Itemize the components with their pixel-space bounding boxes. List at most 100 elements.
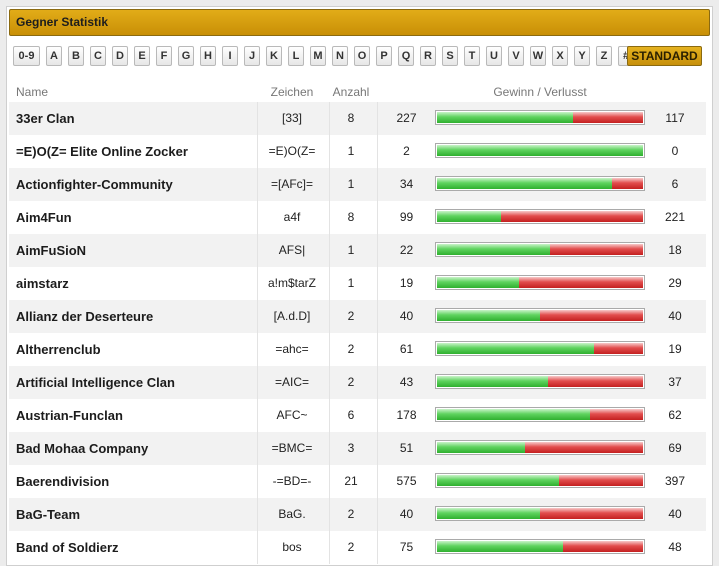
column-divider: [377, 498, 378, 531]
letter-filter-b[interactable]: B: [68, 46, 84, 66]
clan-name: Actionfighter-Community: [16, 177, 173, 192]
letter-filter-i[interactable]: I: [222, 46, 238, 66]
clan-name: Altherrenclub: [16, 342, 101, 357]
win-loss-bar: [435, 242, 645, 257]
loss-bar-segment: [558, 475, 643, 486]
letter-filter-u[interactable]: U: [486, 46, 502, 66]
losses-value: 69: [668, 441, 682, 455]
column-divider: [257, 201, 258, 234]
table-row[interactable]: =E)O(Z= Elite Online Zocker =E)O(Z= 1 2 0: [9, 135, 706, 168]
letter-filter-r[interactable]: R: [420, 46, 436, 66]
letter-filter-c[interactable]: C: [90, 46, 106, 66]
column-header-name: Name: [16, 85, 49, 99]
table-row[interactable]: Bad Mohaa Company =BMC= 3 51 69: [9, 432, 706, 465]
column-divider: [329, 201, 330, 234]
clan-tag: [33]: [281, 111, 302, 125]
letter-filter-g[interactable]: G: [178, 46, 194, 66]
win-loss-bar: [435, 473, 645, 488]
match-count: 2: [347, 342, 355, 356]
losses-value: 40: [668, 309, 682, 323]
column-divider: [329, 465, 330, 498]
losses-value: 0: [671, 144, 679, 158]
column-divider: [257, 267, 258, 300]
win-loss-bar: [435, 176, 645, 191]
column-divider: [377, 432, 378, 465]
table-row[interactable]: BaG-Team BaG. 2 40 40: [9, 498, 706, 531]
letter-filter-z[interactable]: Z: [596, 46, 612, 66]
match-count: 2: [347, 309, 355, 323]
column-divider: [257, 399, 258, 432]
letter-filter-l[interactable]: L: [288, 46, 304, 66]
table-row[interactable]: AimFuSioN AFS| 1 22 18: [9, 234, 706, 267]
clan-tag: =ahc=: [275, 342, 309, 356]
column-divider: [377, 465, 378, 498]
letter-filter-y[interactable]: Y: [574, 46, 590, 66]
letter-filter-m[interactable]: M: [310, 46, 326, 66]
table-row[interactable]: Baerendivision -=BD=- 21 575 397: [9, 465, 706, 498]
clan-tag: -=BD=-: [272, 474, 312, 488]
losses-value: 117: [665, 111, 685, 125]
clan-tag: =BMC=: [271, 441, 313, 455]
win-bar-segment: [437, 178, 613, 189]
losses-value: 29: [668, 276, 682, 290]
loss-bar-segment: [589, 409, 643, 420]
letter-filter-n[interactable]: N: [332, 46, 348, 66]
letter-filter-h[interactable]: H: [200, 46, 216, 66]
clan-tag: a4f: [283, 210, 301, 224]
column-divider: [329, 432, 330, 465]
clan-tag: =[AFc]=: [270, 177, 314, 191]
column-divider: [257, 300, 258, 333]
letter-filter-q[interactable]: Q: [398, 46, 414, 66]
clan-tag: AFC~: [276, 408, 308, 422]
letter-filter-0-9[interactable]: 0-9: [13, 46, 40, 66]
letter-filter-a[interactable]: A: [46, 46, 62, 66]
table-row[interactable]: aimstarz a!m$tarZ 1 19 29: [9, 267, 706, 300]
panel-title: Gegner Statistik: [9, 9, 710, 36]
clan-name: aimstarz: [16, 276, 69, 291]
wins-value: 19: [399, 276, 414, 290]
win-bar-segment: [437, 277, 519, 288]
loss-bar-segment: [540, 508, 643, 519]
standard-button[interactable]: STANDARD: [627, 46, 702, 66]
letter-filter-j[interactable]: J: [244, 46, 260, 66]
letter-filter-v[interactable]: V: [508, 46, 524, 66]
win-bar-segment: [437, 442, 525, 453]
match-count: 2: [347, 507, 355, 521]
win-loss-bar: [435, 539, 645, 554]
letter-filter-t[interactable]: T: [464, 46, 480, 66]
table-row[interactable]: Actionfighter-Community =[AFc]= 1 34 6: [9, 168, 706, 201]
table-row[interactable]: 33er Clan [33] 8 227 117: [9, 102, 706, 135]
loss-bar-segment: [572, 112, 643, 123]
letter-filter-f[interactable]: F: [156, 46, 172, 66]
wins-value: 178: [396, 408, 417, 422]
win-loss-bar: [435, 374, 645, 389]
column-divider: [257, 234, 258, 267]
wins-value: 40: [399, 507, 414, 521]
letter-filter-k[interactable]: K: [266, 46, 282, 66]
column-divider: [377, 102, 378, 135]
table-row[interactable]: Allianz der Deserteure [A.d.D] 2 40 40: [9, 300, 706, 333]
loss-bar-segment: [540, 310, 643, 321]
column-divider: [329, 234, 330, 267]
letter-filter-s[interactable]: S: [442, 46, 458, 66]
letter-filter-w[interactable]: W: [530, 46, 546, 66]
table-row[interactable]: Austrian-Funclan AFC~ 6 178 62: [9, 399, 706, 432]
win-loss-bar: [435, 407, 645, 422]
letter-filter-e[interactable]: E: [134, 46, 150, 66]
table-row[interactable]: Artificial Intelligence Clan =AIC= 2 43 37: [9, 366, 706, 399]
letter-filter-o[interactable]: O: [354, 46, 370, 66]
column-divider: [377, 168, 378, 201]
letter-filter-d[interactable]: D: [112, 46, 128, 66]
match-count: 2: [347, 375, 355, 389]
loss-bar-segment: [524, 442, 643, 453]
loss-bar-segment: [518, 277, 643, 288]
column-divider: [329, 366, 330, 399]
table-row[interactable]: Aim4Fun a4f 8 99 221: [9, 201, 706, 234]
clan-name: =E)O(Z= Elite Online Zocker: [16, 144, 188, 159]
letter-filter-x[interactable]: X: [552, 46, 568, 66]
losses-value: 18: [668, 243, 682, 257]
win-loss-bar: [435, 143, 645, 158]
win-loss-bar: [435, 506, 645, 521]
table-row[interactable]: Altherrenclub =ahc= 2 61 19: [9, 333, 706, 366]
letter-filter-p[interactable]: P: [376, 46, 392, 66]
